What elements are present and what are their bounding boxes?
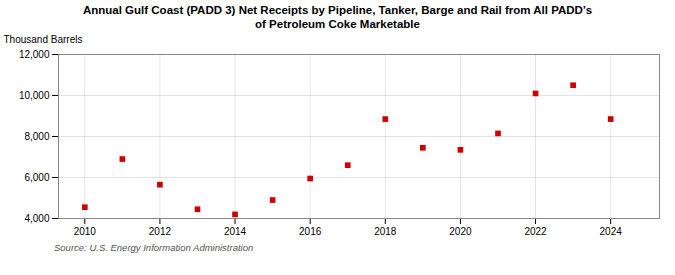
svg-text:2010: 2010 bbox=[74, 225, 97, 236]
svg-text:2020: 2020 bbox=[449, 225, 472, 236]
svg-text:8,000: 8,000 bbox=[24, 130, 49, 141]
html-text:Source: U.S. Energy Informatio: Source: U.S. Energy Information Administ… bbox=[54, 241, 254, 253]
svg-text:2024: 2024 bbox=[600, 225, 623, 236]
svg-text:Thousand Barrels: Thousand Barrels bbox=[4, 33, 83, 44]
svg-text:2022: 2022 bbox=[524, 225, 547, 236]
svg-text:2012: 2012 bbox=[149, 225, 172, 236]
svg-text:12,000: 12,000 bbox=[19, 48, 50, 59]
svg-text:2016: 2016 bbox=[299, 225, 322, 236]
svg-text:10,000: 10,000 bbox=[19, 89, 50, 100]
html-text:Annual Gulf Coast (PADD 3) Net: Annual Gulf Coast (PADD 3) Net Receipts … bbox=[83, 4, 592, 31]
svg-text:6,000: 6,000 bbox=[24, 171, 49, 182]
svg-text:2014: 2014 bbox=[224, 225, 247, 236]
svg-text:4,000: 4,000 bbox=[24, 212, 49, 223]
svg-text:2018: 2018 bbox=[374, 225, 397, 236]
